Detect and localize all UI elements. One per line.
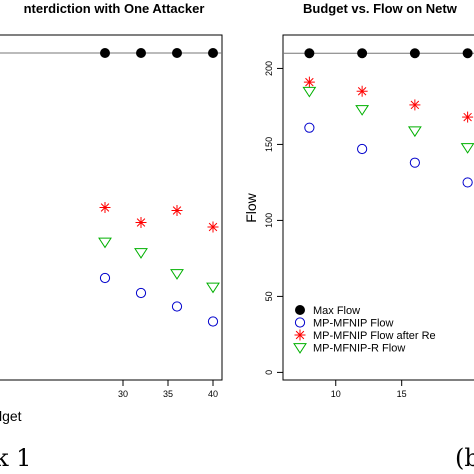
left-point-asterisk	[99, 202, 111, 213]
left-x-axis: 30 35 40	[118, 380, 218, 399]
right-x-tick-label: 10	[331, 389, 341, 399]
right-point-open-circle	[462, 177, 473, 188]
right-y-tick-label: 0	[264, 370, 274, 375]
right-x-tick-label: 15	[397, 389, 407, 399]
left-point-open-circle	[207, 316, 219, 327]
right-point-asterisk	[303, 76, 315, 88]
left-point-open-circle	[99, 272, 111, 284]
right-point-filled-circle	[409, 48, 420, 59]
left-x-tick-label: 40	[208, 389, 218, 399]
right-y-tick-label: 150	[264, 137, 274, 152]
right-point-filled-circle	[462, 48, 473, 59]
left-point-triangle-down	[206, 282, 220, 294]
right-point-triangle-down	[355, 105, 370, 116]
left-point-filled-circle	[136, 48, 146, 58]
right-point-asterisk	[409, 99, 421, 111]
left-point-asterisk	[171, 205, 183, 216]
left-point-filled-circle	[208, 48, 218, 58]
left-point-asterisk	[135, 217, 147, 228]
left-point-triangle-down	[98, 237, 112, 249]
left-point-triangle-down	[134, 248, 148, 259]
right-y-tick-label: 200	[264, 61, 274, 76]
left-panel-caption: k 1	[0, 444, 31, 472]
right-y-tick-label: 50	[264, 291, 274, 301]
legend-label: MP-MFNIP Flow after Re	[313, 330, 436, 342]
left-chart-title: nterdiction with One Attacker	[24, 1, 205, 16]
left-panel: nterdiction with One Attacker 30 35 40 lge…	[0, 1, 223, 472]
right-panel-caption: (b	[455, 444, 474, 472]
right-chart-title: Budget vs. Flow on Netw	[303, 1, 458, 16]
right-point-triangle-down	[302, 86, 317, 98]
left-point-filled-circle	[172, 48, 182, 58]
right-point-open-circle	[409, 157, 420, 168]
right-plot-frame	[282, 34, 474, 381]
right-point-open-circle	[304, 122, 315, 133]
right-point-triangle-down	[407, 126, 422, 138]
right-y-axis: 0 50 100 150 200	[264, 61, 283, 375]
left-x-axis-title: lget	[0, 408, 22, 424]
right-point-filled-circle	[357, 48, 368, 59]
right-x-axis: 10 15	[331, 380, 407, 399]
right-point-triangle-down	[460, 143, 474, 154]
legend-label: MP-MFNIP-R Flow	[313, 343, 405, 355]
left-plot-area	[0, 48, 222, 327]
left-x-tick-label: 30	[118, 389, 128, 399]
right-point-open-circle	[357, 143, 368, 155]
legend-marker-triangle-down	[293, 343, 307, 354]
legend-marker-asterisk	[294, 329, 306, 341]
left-x-tick-label: 35	[163, 389, 173, 399]
right-y-axis-title: Flow	[243, 192, 259, 222]
left-plot-frame	[0, 34, 223, 381]
left-point-triangle-down	[170, 269, 184, 280]
right-point-asterisk	[356, 85, 368, 97]
legend-label: MP-MFNIP Flow	[313, 318, 394, 330]
right-point-filled-circle	[304, 48, 315, 59]
left-point-filled-circle	[100, 48, 110, 58]
left-point-open-circle	[135, 287, 147, 299]
left-point-open-circle	[171, 301, 183, 312]
right-point-asterisk	[462, 111, 474, 123]
right-y-tick-label: 100	[264, 213, 274, 228]
legend-label: Max Flow	[313, 305, 360, 317]
left-point-asterisk	[207, 221, 219, 233]
legend-marker-filled-circle	[295, 305, 305, 315]
right-plot-area	[283, 48, 474, 188]
legend-marker-open-circle	[294, 317, 306, 328]
